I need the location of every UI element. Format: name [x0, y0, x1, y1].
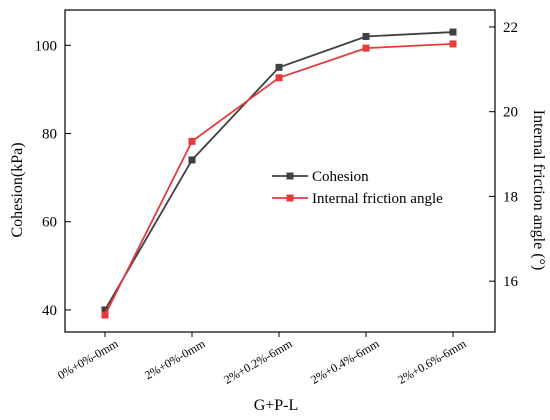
x-tick-label: 2%+0.4%-6mm [308, 336, 382, 387]
x-axis-title: G+P-L [254, 397, 299, 414]
data-point [101, 306, 109, 314]
data-point [362, 44, 370, 52]
data-point [101, 311, 109, 319]
data-point [275, 74, 283, 82]
series-line-0 [104, 31, 454, 311]
left-tick-label: 60 [42, 215, 57, 231]
plot-frame [64, 9, 496, 333]
plot-border [64, 9, 496, 333]
left-tick-label: 100 [35, 38, 58, 54]
right-axis: 16 18 20 22 [489, 20, 519, 290]
y-axis-title: Cohesion(kPa) [9, 142, 26, 237]
right-tick-label: 18 [503, 189, 518, 205]
right-tick-label: 22 [503, 20, 518, 36]
left-tick-label: 80 [42, 127, 57, 143]
legend-label: Cohesion [312, 169, 369, 185]
legend-marker [286, 194, 294, 202]
x-tick-label: 2%+0.6%-6mm [395, 336, 469, 387]
legend: Cohesion Internal friction angle [272, 169, 443, 207]
x-tick-label: 2%+0%-0mm [142, 336, 208, 382]
data-point [188, 137, 196, 145]
x-tick-label: 2%+0.2%-6mm [221, 336, 295, 387]
series-line-1 [104, 42, 454, 316]
right-tick-label: 16 [503, 274, 519, 290]
data-point [449, 28, 457, 36]
series-group [101, 28, 457, 319]
x-tick-label: 0%+0%-0mm [55, 336, 121, 382]
right-tick-label: 20 [503, 105, 518, 121]
data-point [362, 32, 370, 40]
left-tick-label: 40 [42, 303, 57, 319]
x-axis: 0%+0%-0mm 2%+0%-0mm 2%+0.2%-6mm 2%+0.4%-6mm… [55, 332, 469, 387]
legend-marker [286, 172, 294, 180]
y2-axis-title: Internal friction angle (°) [530, 110, 547, 271]
legend-label: Internal friction angle [312, 191, 443, 207]
left-axis: 40 60 80 100 [35, 38, 71, 319]
data-point [188, 156, 196, 164]
data-point [449, 40, 457, 48]
data-point [275, 63, 283, 71]
